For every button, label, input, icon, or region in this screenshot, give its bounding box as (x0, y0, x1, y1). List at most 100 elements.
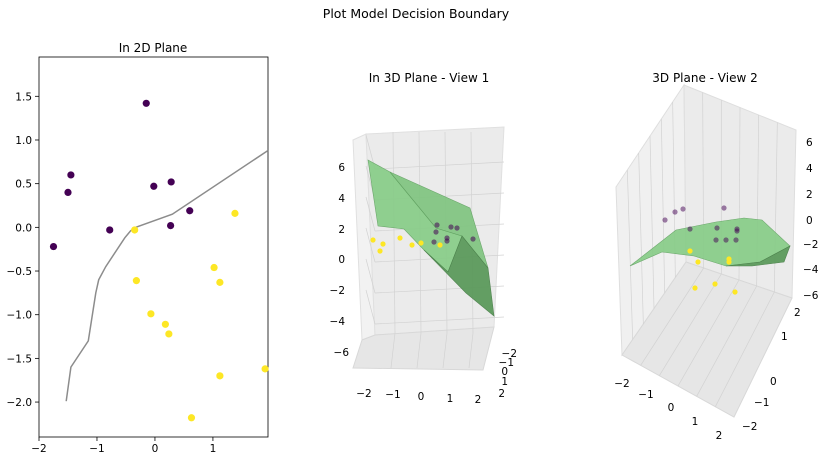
panel-3d-view2-x-ticks: −2 −1 0 1 2 (614, 378, 722, 442)
grid-line (640, 267, 704, 366)
scatter3d-point-class0 (672, 209, 678, 215)
x-tick-label: −2 (614, 378, 629, 390)
scatter-point-class0 (106, 226, 114, 234)
scatter3d-point-class0 (714, 225, 720, 231)
grid-line (442, 332, 448, 369)
scatter3d-point-class1 (726, 259, 732, 265)
scatter3d-point-class1 (380, 241, 386, 247)
panel-3d-view2: 3D Plane - View 2 6 4 2 0 −2 −4 −6 −2 −1… (614, 71, 819, 442)
y-tick-label: −2 (502, 348, 517, 360)
panel-3d-view1-y-ticks: −2 −1 0 1 2 (498, 348, 517, 400)
scatter-point-class0 (67, 171, 75, 179)
pane-floor (352, 326, 495, 371)
scatter-point-class1 (147, 310, 155, 318)
y-tick-label: 0 (501, 366, 508, 378)
panel-2d-x-ticks: −2 −1 0 1 (31, 437, 216, 455)
scatter-point-class0 (49, 242, 58, 251)
scatter3d-point-class0 (454, 225, 460, 231)
grid-line (638, 152, 644, 325)
x-tick-label: −1 (385, 389, 400, 401)
y-tick-label: 2 (498, 388, 505, 400)
scatter-point-class0 (64, 188, 72, 197)
scatter3d-point-class0 (680, 206, 686, 212)
x-tick-label: 2 (475, 394, 482, 406)
panel-2d-axes-frame (38, 56, 269, 438)
x-tick-label: −2 (31, 443, 46, 455)
scatter3d-point-class1 (370, 237, 376, 243)
x-tick-label: 1 (210, 443, 217, 455)
scatter-point-class0 (167, 221, 175, 230)
z-tick-label: 0 (338, 254, 345, 266)
grid-line (660, 118, 666, 294)
z-tick-label: −6 (334, 347, 350, 359)
x-tick-label: 0 (418, 391, 425, 403)
scatter-point-class1 (231, 209, 239, 217)
panel-3d-view1-title: In 3D Plane - View 1 (369, 71, 489, 85)
grid-line (365, 196, 376, 232)
z-tick-label: −4 (803, 264, 819, 276)
scatter3d-point-class0 (448, 224, 454, 230)
y-tick-label: 2 (794, 307, 801, 319)
scatter-point-class0 (186, 207, 194, 215)
y-tick-label: −0.5 (7, 266, 33, 278)
grid-line (715, 291, 775, 407)
figure-suptitle: Plot Model Decision Boundary (323, 6, 510, 21)
scatter3d-point-class0 (662, 217, 668, 223)
z-tick-label: 6 (338, 162, 345, 174)
scatter3d-point-class0 (431, 239, 437, 245)
panel-3d-view1-x-ticks: −2 −1 0 1 2 (356, 388, 481, 406)
scatter3d-point-class0 (721, 205, 727, 211)
scatter-point-class1 (216, 372, 224, 380)
panel-3d-view2-z-ticks: 6 4 2 0 −2 −4 −6 (803, 137, 819, 302)
y-tick-label: −1 (754, 397, 769, 409)
panel-2d-title: In 2D Plane (119, 41, 188, 55)
scatter-point-class1 (187, 414, 196, 422)
scatter3d-point-class0 (733, 237, 739, 243)
x-tick-label: 1 (692, 416, 699, 428)
z-tick-label: −2 (803, 239, 818, 251)
panel-2d-y-ticks: 1.5 1.0 0.5 0.0 −0.5 −1.0 −1.5 −2.0 (7, 91, 39, 409)
decision-surface-view2 (629, 217, 791, 267)
surface-facet (725, 245, 791, 267)
x-tick-label: 1 (447, 393, 454, 405)
grid-line (390, 332, 396, 369)
x-tick-label: 2 (716, 430, 723, 442)
y-tick-label: 1.5 (15, 91, 32, 103)
scatter3d-point-class1 (409, 242, 415, 248)
scatter3d-point-class0 (713, 237, 719, 243)
z-tick-label: −4 (330, 316, 346, 328)
x-tick-label: −1 (89, 443, 104, 455)
scatter-point-class1 (132, 277, 140, 285)
scatter-point-class0 (150, 182, 158, 190)
grid-line (773, 122, 778, 293)
grid-line (365, 227, 376, 263)
y-tick-label: 1 (501, 376, 508, 388)
z-tick-label: 2 (338, 224, 345, 236)
panel-3d-view2-points (662, 205, 740, 295)
y-tick-label: −1 (499, 357, 514, 369)
y-tick-label: 0.5 (15, 179, 32, 191)
z-tick-label: 0 (806, 215, 813, 227)
scatter-point-class1 (165, 330, 173, 338)
grid-line (392, 131, 396, 334)
scatter3d-point-class1 (418, 240, 424, 246)
scatter-point-class0 (142, 99, 150, 107)
z-tick-label: −2 (330, 285, 345, 297)
scatter3d-point-class0 (434, 222, 440, 228)
surface-facet (423, 235, 495, 317)
panel-2d-points (49, 99, 269, 422)
scatter3d-point-class0 (734, 228, 740, 234)
panel-3d-view2-title: 3D Plane - View 2 (652, 71, 758, 85)
scatter-point-class1 (131, 226, 139, 234)
grid-line (677, 279, 740, 387)
scatter3d-point-class1 (712, 281, 718, 287)
scatter-point-class1 (161, 320, 169, 328)
scatter-point-class1 (210, 263, 218, 272)
z-tick-label: 2 (806, 189, 813, 201)
y-tick-label: 1 (781, 331, 788, 343)
y-tick-label: −1.0 (7, 310, 33, 322)
scatter-point-class1 (216, 278, 224, 286)
y-tick-label: 0 (770, 376, 777, 388)
scatter3d-point-class0 (444, 238, 450, 244)
